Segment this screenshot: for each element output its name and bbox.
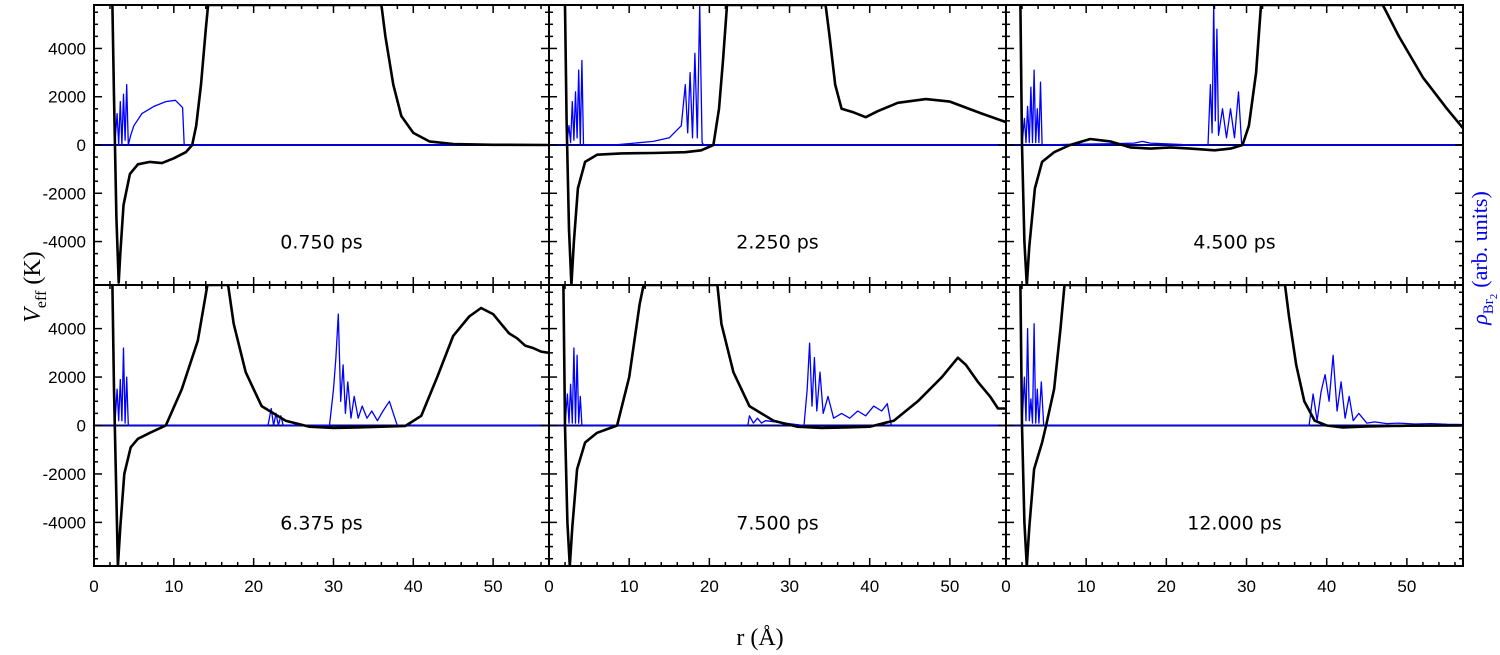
x-tick-label: 0 [1001, 577, 1010, 596]
time-label: 2.250 ps [736, 232, 818, 254]
panel-4: 6.375 ps -4000 -2000 0 2000 4000 0 10 20 30 40 50 [43, 284, 550, 596]
y-tick-label: 4000 [48, 320, 86, 339]
potential-line [111, 285, 549, 566]
x-tick-label: 10 [164, 577, 183, 596]
y2-axis-title-main: ρ [1467, 314, 1492, 326]
y2-axis-title-sub: Br [1481, 299, 1497, 314]
y-axis-title-unit: (K) [20, 251, 46, 284]
time-label: 12.000 ps [1187, 512, 1281, 534]
x-tick-label: 20 [700, 577, 719, 596]
x-tick-label: 0 [89, 577, 98, 596]
panel-2: 2.250 ps [548, 4, 1007, 286]
y-tick-label: -4000 [43, 233, 86, 252]
time-label: 7.500 ps [736, 512, 818, 534]
potential-line [111, 5, 549, 284]
x-tick-label: 20 [244, 577, 263, 596]
y2-axis-title-subsub: 2 [1488, 294, 1500, 300]
y2-axis-title-unit: (arb. units) [1467, 191, 1492, 288]
potential-line [563, 5, 1006, 285]
x-tick-label: 40 [1317, 577, 1336, 596]
density-line [565, 5, 1006, 146]
x-tick-label: 50 [484, 577, 503, 596]
x-tick-label: 10 [620, 577, 639, 596]
y-tick-label: -4000 [43, 513, 86, 532]
y-tick-label: -2000 [43, 465, 86, 484]
x-tick-label: 40 [860, 577, 879, 596]
density-line [564, 342, 1006, 427]
density-line [1021, 323, 1463, 427]
y-tick-label: 4000 [48, 39, 86, 58]
panel-5: 7.500 ps 0 10 20 30 40 50 [544, 284, 1007, 596]
potential-line [1019, 5, 1463, 285]
x-tick-label: 20 [1157, 577, 1176, 596]
y-axis-title: Veff (K) [20, 251, 50, 322]
time-label: 6.375 ps [280, 512, 362, 534]
x-tick-label: 30 [1237, 577, 1256, 596]
x-axis-title: r (Å) [736, 625, 783, 651]
x-tick-label: 40 [404, 577, 423, 596]
density-line [1021, 5, 1463, 146]
x-tick-label: 30 [780, 577, 799, 596]
x-tick-label: 10 [1077, 577, 1096, 596]
time-label: 4.500 ps [1193, 232, 1275, 254]
y-tick-label: 0 [77, 136, 86, 155]
y-axis-title-main: V [20, 306, 46, 323]
density-line [114, 313, 549, 427]
panel-1: 0.750 ps -4000 -2000 0 2000 4000 [43, 4, 550, 286]
panel-3: 4.500 ps [1005, 4, 1464, 286]
time-label: 0.750 ps [280, 232, 362, 254]
y-tick-label: 0 [77, 417, 86, 436]
density-line [114, 84, 549, 146]
x-tick-label: 50 [1397, 577, 1416, 596]
y-axis-title-sub: eff [33, 290, 50, 308]
panel-6: 12.000 ps 0 10 20 30 40 50 [1001, 284, 1464, 596]
y-tick-label: 2000 [48, 88, 86, 107]
y-tick-label: -2000 [43, 184, 86, 203]
potential-line [1019, 285, 1463, 566]
y-tick-label: 2000 [48, 368, 86, 387]
y2-axis-title: ρBr2 (arb. units) [1467, 191, 1500, 326]
potential-line [562, 285, 1006, 566]
x-tick-label: 30 [324, 577, 343, 596]
x-tick-label: 0 [544, 577, 553, 596]
x-tick-label: 50 [940, 577, 959, 596]
